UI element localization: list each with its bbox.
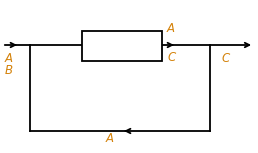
Text: A: A [5,52,13,65]
Text: A: A [167,22,175,35]
Text: C: C [222,52,230,65]
Text: C: C [167,51,175,64]
Text: B: B [5,63,13,76]
Text: A: A [106,132,114,145]
Bar [82,31,162,61]
